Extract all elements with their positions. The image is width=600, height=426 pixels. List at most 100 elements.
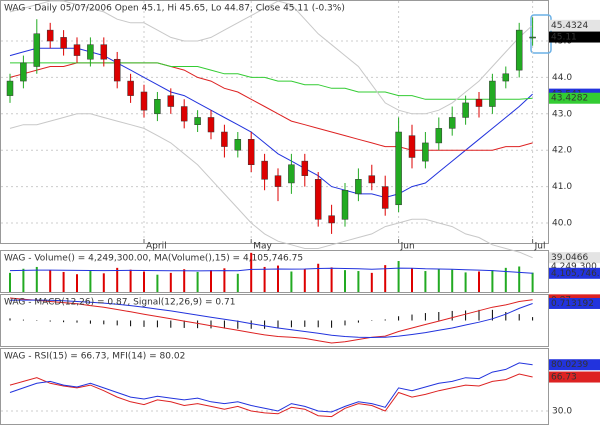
indicator-line: [9, 0, 533, 115]
volume-bar: [290, 271, 293, 292]
histogram-bar: [116, 320, 118, 326]
candle-body: [261, 160, 268, 180]
volume-bar: [35, 266, 38, 292]
histogram-bar: [290, 320, 292, 328]
histogram-bar: [371, 320, 373, 321]
candle-body: [33, 33, 41, 67]
candle-body: [154, 99, 161, 115]
y-tick-label: 30.0: [552, 407, 572, 417]
value-label: 39.0466: [551, 253, 588, 263]
candle-body: [274, 175, 282, 187]
histogram-bar: [197, 320, 199, 329]
histogram-bar: [438, 312, 440, 321]
histogram-bar: [130, 320, 132, 327]
histogram-bar: [451, 310, 453, 321]
value-box: [549, 92, 600, 104]
histogram-bar: [170, 320, 172, 328]
histogram-bar: [9, 318, 11, 321]
candle-body: [301, 160, 309, 176]
value-label: 80.0239: [551, 360, 588, 370]
volume-bar: [250, 252, 253, 292]
candle-body: [435, 128, 443, 144]
volume-bar: [317, 263, 320, 292]
volume-bar: [464, 272, 467, 292]
histogram-bar: [357, 320, 359, 323]
histogram-bar: [317, 320, 319, 328]
histogram-bar: [478, 309, 480, 321]
candle-body: [6, 80, 14, 96]
histogram-bar: [250, 320, 252, 329]
macd-panel: [0, 294, 549, 347]
y-tick-label: 40.0: [552, 218, 572, 228]
y-tick-label: 41.0: [552, 182, 572, 192]
volume-bar: [102, 273, 105, 292]
volume-bar: [62, 271, 65, 292]
candle-body: [247, 139, 255, 166]
volume-bar: [384, 265, 387, 292]
histogram-bar: [424, 313, 426, 321]
histogram-bar: [89, 320, 91, 324]
histogram-bar: [49, 320, 51, 322]
volume-bar: [76, 274, 78, 292]
y-tick-label: 44.0: [552, 73, 572, 83]
value-label: 45.4324: [551, 21, 588, 31]
candle-body: [288, 164, 295, 184]
value-box: [549, 267, 600, 279]
candle-body: [234, 139, 242, 151]
price-panel: [0, 0, 549, 244]
volume-bar: [22, 268, 25, 292]
candle-body: [60, 37, 67, 49]
histogram-bar: [398, 316, 400, 321]
histogram-bar: [76, 320, 78, 323]
candle-body: [502, 73, 510, 82]
rsi-panel: [0, 348, 549, 425]
histogram-bar: [465, 310, 467, 321]
candle-body: [20, 62, 27, 82]
volume-bar: [223, 268, 226, 292]
volume-bar: [183, 269, 186, 292]
candle-body: [73, 44, 81, 56]
indicator-line: [9, 47, 533, 199]
candle-body: [314, 179, 322, 220]
volume-bar: [330, 267, 333, 292]
indicator-line: [9, 113, 533, 259]
candle-body: [180, 106, 188, 122]
candle-body: [341, 189, 349, 220]
volume-bar: [451, 269, 454, 292]
volume-bar: [397, 261, 400, 292]
candle-body: [87, 44, 94, 60]
volume-bar: [49, 270, 52, 292]
candle-body: [368, 175, 376, 184]
candle-body: [328, 215, 335, 224]
histogram-bar: [210, 320, 212, 329]
volume-bar: [277, 265, 279, 292]
volume-bar: [196, 271, 199, 292]
volume-bar: [424, 271, 427, 292]
indicator-line: [10, 62, 533, 100]
candle-body: [167, 95, 175, 107]
volume-bar: [263, 266, 266, 292]
histogram-bar: [63, 320, 65, 323]
volume-bar: [491, 270, 494, 292]
candle-body: [422, 142, 429, 162]
volume-bar: [169, 272, 172, 292]
y-tick-label: 42.0: [552, 146, 572, 156]
histogram-bar: [223, 320, 225, 329]
candle-body: [515, 29, 523, 71]
candle-body: [381, 186, 389, 209]
value-label: 4,105,746.75: [551, 269, 600, 279]
volume-bar: [518, 266, 521, 292]
value-box: [549, 252, 600, 264]
histogram-bar: [22, 319, 24, 321]
value-box: [549, 359, 600, 371]
histogram-bar: [156, 320, 158, 328]
histogram-bar: [143, 320, 145, 327]
volume-bar: [411, 268, 413, 292]
candle-body: [46, 29, 54, 42]
candle-body: [529, 36, 536, 39]
indicator-line: [9, 62, 533, 151]
histogram-bar: [331, 320, 333, 328]
panel-legend: WAG - Daily 05/07/2006 Open 45.1, Hi 45.…: [4, 4, 345, 14]
candle-body: [221, 131, 228, 147]
